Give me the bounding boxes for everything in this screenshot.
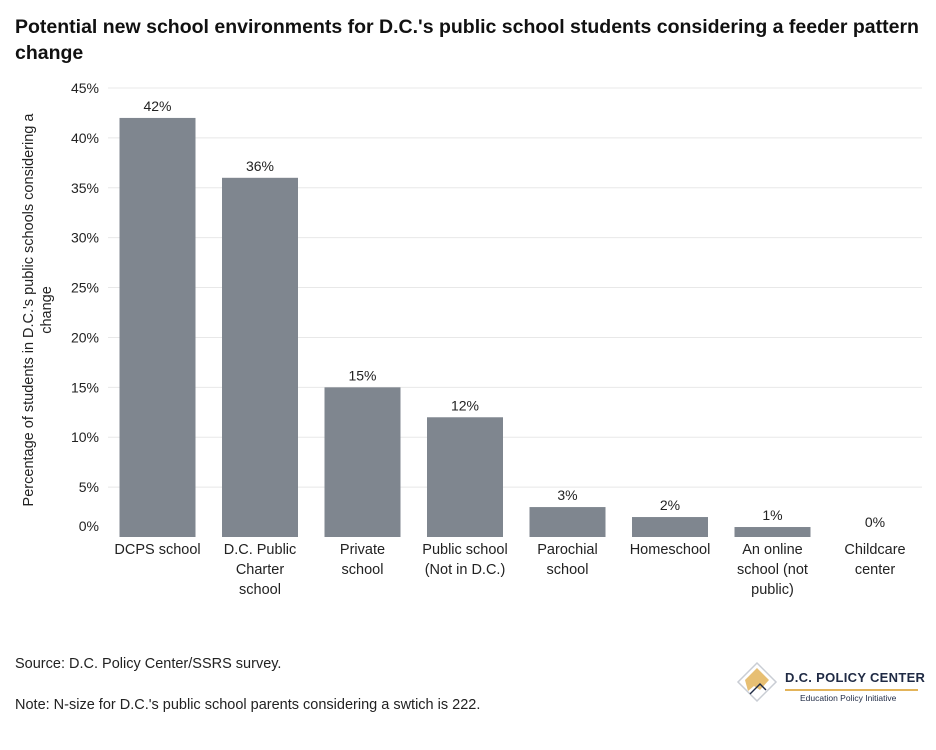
y-tick-label: 30% — [71, 230, 99, 246]
y-tick-label: 40% — [71, 130, 99, 146]
data-label: 36% — [246, 158, 274, 174]
chart-title: Potential new school environments for D.… — [15, 16, 919, 64]
category-label-line: Charter — [236, 562, 285, 578]
logo-divider — [785, 689, 918, 691]
category-label-line: center — [855, 562, 895, 578]
y-tick-label: 10% — [71, 429, 99, 445]
source-note: Source: D.C. Policy Center/SSRS survey. — [15, 656, 282, 672]
category-label-line: DCPS school — [114, 542, 200, 558]
y-tick-label: 5% — [79, 479, 99, 495]
bar — [222, 177, 298, 538]
category-label: Public school (Not in D.C.) — [422, 542, 507, 578]
footnote: Note: N-size for D.C.'s public school pa… — [15, 697, 481, 713]
data-label: 15% — [348, 367, 376, 383]
bar — [427, 417, 503, 537]
category-label: DCPS school — [114, 542, 200, 558]
y-axis-label: Percentage of students in D.C.'s public … — [21, 113, 55, 507]
category-label: Homeschool — [630, 542, 711, 558]
category-label-line: Private — [340, 542, 385, 558]
category-label-line: school (not — [737, 562, 808, 578]
data-label: 2% — [660, 497, 680, 513]
bars — [119, 117, 811, 538]
y-axis-title-line: Percentage of students in D.C.'s public … — [21, 113, 37, 507]
y-tick-label: 15% — [71, 379, 99, 395]
data-label: 1% — [762, 507, 782, 523]
category-label-line: Parochial — [537, 542, 597, 558]
category-label: D.C. Public Charter school — [224, 542, 297, 598]
bar — [529, 507, 606, 537]
category-label: Parochial school — [537, 542, 597, 578]
category-label-line: public) — [751, 582, 794, 598]
data-label: 0% — [865, 514, 885, 530]
category-label-line: school — [547, 562, 589, 578]
dc-policy-center-logo: D.C. POLICY CENTER Education Policy Init… — [732, 660, 926, 710]
logo-name: D.C. POLICY CENTER — [785, 670, 926, 685]
data-label: 12% — [451, 397, 479, 413]
category-label-line: Public school — [422, 542, 507, 558]
category-label: Childcare center — [844, 542, 905, 578]
logo-subtitle: Education Policy Initiative — [800, 693, 897, 703]
x-axis-labels: DCPS school D.C. Public Charter schoolPriva… — [114, 542, 905, 598]
y-tick-label: 35% — [71, 180, 99, 196]
category-label: Private school — [340, 542, 385, 578]
y-axis-title: Percentage of students in D.C.'s public … — [21, 113, 55, 507]
y-axis-ticks: 0% 5% 10% 15% 20% 25% 30% 35% 40% 45% — [71, 80, 99, 534]
y-tick-label: 20% — [71, 329, 99, 345]
category-label-line: school — [342, 562, 384, 578]
data-label: 3% — [557, 487, 577, 503]
category-label-line: Homeschool — [630, 542, 711, 558]
y-tick-label: 0% — [79, 518, 99, 534]
category-label: An online school (not public) — [737, 542, 808, 598]
category-label-line: Childcare — [844, 542, 905, 558]
category-label-line: D.C. Public — [224, 542, 297, 558]
category-label-line: (Not in D.C.) — [425, 562, 506, 578]
bar — [324, 387, 401, 537]
bar — [119, 117, 196, 537]
data-labels: 42% 36% 15% 12% 3% 2% 1% 0% — [143, 98, 885, 530]
category-label-line: An online — [742, 542, 802, 558]
bar — [734, 527, 811, 537]
bar-chart: 0% 5% 10% 15% 20% 25% 30% 35% 40% 45% Percentage … — [21, 80, 922, 598]
dc-map-icon — [736, 661, 778, 703]
y-tick-label: 25% — [71, 280, 99, 296]
y-axis-title-line: change — [39, 286, 55, 334]
y-tick-label: 45% — [71, 80, 99, 96]
bar — [632, 517, 708, 537]
category-label-line: school — [239, 582, 281, 598]
data-label: 42% — [143, 98, 171, 114]
